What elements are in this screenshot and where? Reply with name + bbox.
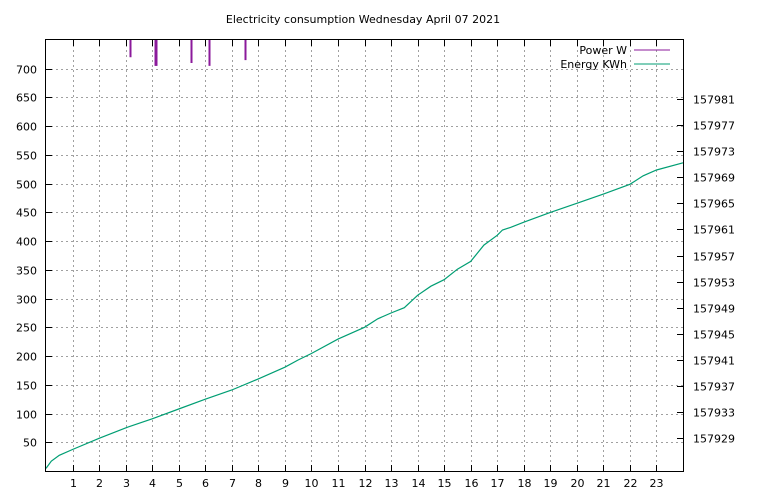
- y-tick-label: 250: [16, 322, 37, 335]
- grid: [46, 40, 683, 471]
- x-tick-label: 20: [571, 477, 585, 490]
- x-tick-label: 11: [332, 477, 346, 490]
- x-tick-label: 12: [359, 477, 373, 490]
- y-tick-label: 350: [16, 265, 37, 278]
- x-tick-label: 3: [123, 477, 130, 490]
- y-tick-label: 650: [16, 92, 37, 105]
- x-tick-label: 21: [597, 477, 611, 490]
- y-tick-label: 150: [16, 380, 37, 393]
- x-tick-label: 9: [282, 477, 289, 490]
- legend-label-energy: Energy KWh: [560, 58, 627, 71]
- x-tick-label: 22: [624, 477, 638, 490]
- y-tick-label: 400: [16, 236, 37, 249]
- x-tick-label: 5: [176, 477, 183, 490]
- plot-area: [45, 40, 684, 469]
- y2-tick-label: 157969: [693, 172, 735, 185]
- y2-tick-label: 157965: [693, 198, 735, 211]
- x-tick-label: 1: [70, 477, 77, 490]
- y2-tick-label: 157937: [693, 381, 735, 394]
- y2-tick-label: 157977: [693, 120, 735, 133]
- y-tick-label: 200: [16, 351, 37, 364]
- y-tick-label: 700: [16, 64, 37, 77]
- x-tick-label: 4: [149, 477, 156, 490]
- legend-label-power: Power W: [579, 44, 627, 57]
- x-tick-label: 15: [438, 477, 452, 490]
- y2-tick-label: 157933: [693, 407, 735, 420]
- x-tick-label: 10: [305, 477, 319, 490]
- x-tick-label: 14: [412, 477, 426, 490]
- plot-frame: [45, 39, 684, 472]
- y2-tick-label: 157957: [693, 251, 735, 264]
- y2-tick-label: 157953: [693, 277, 735, 290]
- x-tick-label: 13: [385, 477, 399, 490]
- x-tick-label: 23: [650, 477, 664, 490]
- x-tick-label: 16: [465, 477, 479, 490]
- x-tick-label: 2: [96, 477, 103, 490]
- y-tick-label: 500: [16, 179, 37, 192]
- chart-title: Electricity consumption Wednesday April …: [226, 13, 500, 26]
- legend: Power W Energy KWh: [560, 44, 670, 71]
- x-tick-label: 18: [518, 477, 532, 490]
- y2-tick-label: 157945: [693, 329, 735, 342]
- y-tick-label: 100: [16, 409, 37, 422]
- y-tick-label: 550: [16, 150, 37, 163]
- energy-line: [45, 162, 684, 469]
- y2-tick-label: 157961: [693, 224, 735, 237]
- x-tick-label: 17: [491, 477, 505, 490]
- y-tick-label: 50: [23, 437, 37, 450]
- y2-tick-label: 157981: [693, 94, 735, 107]
- axis-ticks: 1 2 3 4 5 6 7 8 9 10 11 12 13 14 15 16 17 18 19 20 21 22 23501…: [16, 40, 735, 490]
- y2-tick-label: 157941: [693, 355, 735, 368]
- x-tick-label: 8: [255, 477, 262, 490]
- x-tick-label: 6: [202, 477, 209, 490]
- y2-tick-label: 157973: [693, 146, 735, 159]
- y2-tick-label: 157929: [693, 433, 735, 446]
- y-tick-label: 450: [16, 207, 37, 220]
- x-tick-label: 19: [544, 477, 558, 490]
- y-tick-label: 600: [16, 121, 37, 134]
- x-tick-label: 7: [229, 477, 236, 490]
- y2-tick-label: 157949: [693, 303, 735, 316]
- y-tick-label: 300: [16, 294, 37, 307]
